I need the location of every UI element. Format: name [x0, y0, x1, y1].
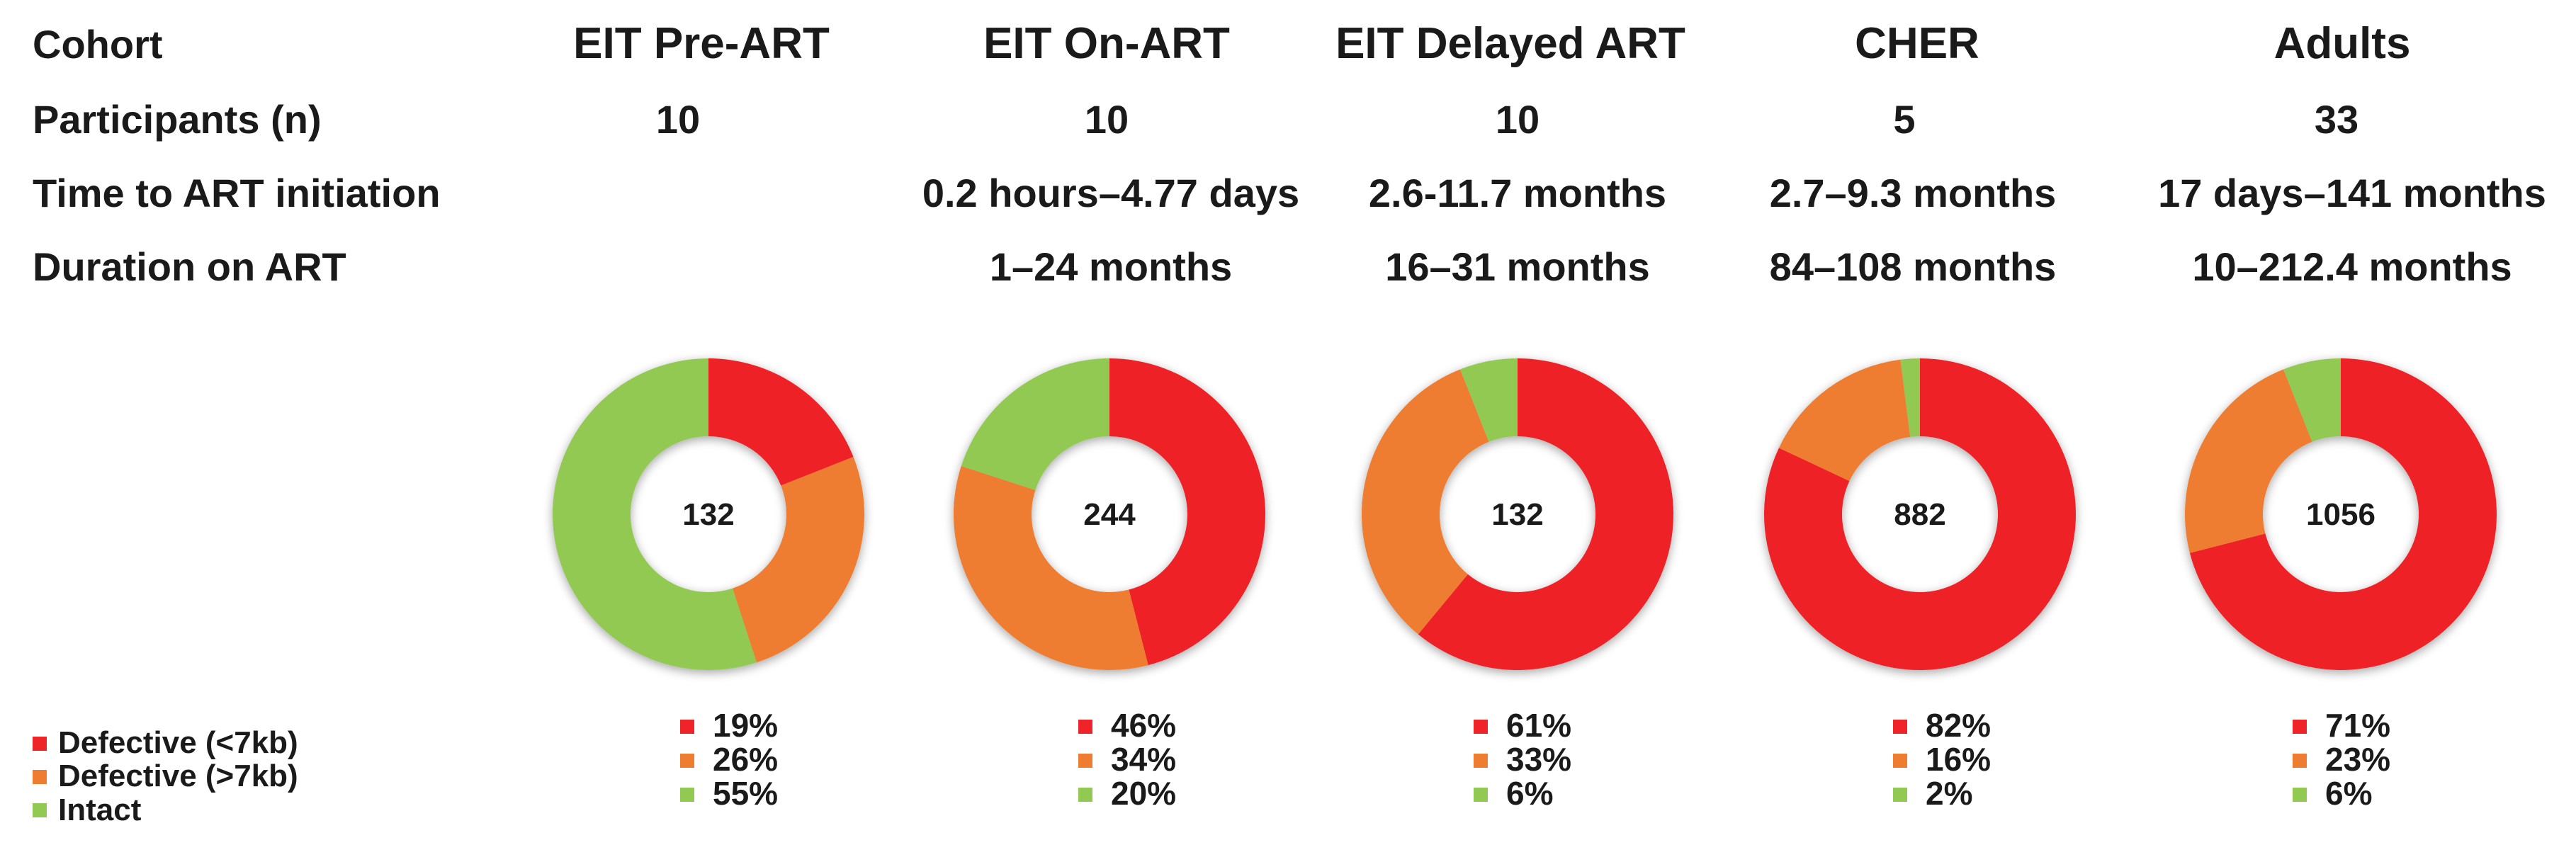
percent-swatch	[1078, 754, 1092, 768]
donut-center-total: 132	[1491, 497, 1543, 532]
percent-swatch	[2293, 788, 2307, 802]
donut-chart	[954, 358, 1266, 670]
donut-slice	[2184, 369, 2312, 553]
donut-slice	[708, 358, 854, 486]
time-to-art-value: 17 days–141 months	[2158, 171, 2546, 215]
percent-swatch	[2293, 720, 2307, 734]
row-label-time-to-art: Time to ART initiation	[33, 171, 441, 215]
legend-swatch	[33, 770, 47, 784]
participants-value: 5	[1893, 97, 1915, 142]
donut-slice	[1418, 358, 1673, 671]
donut-slice	[961, 358, 1109, 491]
donut-chart	[2184, 358, 2497, 670]
percent-swatch	[1078, 788, 1092, 802]
donut-center-total: 1056	[2306, 497, 2376, 532]
legend-swatch	[33, 803, 47, 817]
donut-chart	[552, 358, 864, 670]
percent-label: 19%	[713, 707, 778, 744]
donut-slice	[954, 466, 1148, 670]
percent-swatch	[680, 754, 694, 768]
participants-value: 10	[1085, 97, 1129, 142]
percent-swatch	[1078, 720, 1092, 734]
donut-slice	[1361, 369, 1489, 635]
cohort-header: EIT Delayed ART	[1335, 19, 1685, 68]
donut-slice	[1764, 358, 2076, 670]
donut-slice	[1900, 358, 1920, 437]
donut-center-total: 244	[1083, 497, 1136, 532]
participants-value: 10	[1496, 97, 1540, 142]
donut-slice	[1460, 358, 1518, 442]
percent-label: 20%	[1111, 775, 1176, 812]
percent-swatch	[2293, 754, 2307, 768]
percent-label: 23%	[2325, 741, 2390, 778]
percent-swatch	[1893, 788, 1907, 802]
legend-label: Intact	[58, 793, 142, 827]
percent-swatch	[1474, 754, 1488, 768]
cohort-header: CHER	[1855, 19, 1979, 68]
duration-value: 10–212.4 months	[2192, 244, 2512, 289]
duration-value: 84–108 months	[1770, 244, 2057, 289]
donut-slice	[552, 358, 757, 670]
time-to-art-value: 2.6-11.7 months	[1369, 171, 1666, 215]
percent-label: 71%	[2325, 707, 2390, 744]
percent-label: 26%	[713, 741, 778, 778]
legend-swatch	[33, 737, 47, 751]
time-to-art-value: 0.2 hours–4.77 days	[922, 171, 1299, 215]
donut-slice	[2189, 358, 2497, 670]
donut-center-total: 882	[1894, 497, 1945, 532]
percent-label: 46%	[1111, 707, 1176, 744]
cohort-header: EIT On-ART	[983, 19, 1230, 68]
cohort-header: Adults	[2274, 19, 2411, 68]
donut-center-total: 132	[682, 497, 734, 532]
participants-value: 33	[2315, 97, 2358, 142]
time-to-art-value: 2.7–9.3 months	[1770, 171, 2057, 215]
percent-label: 33%	[1506, 741, 1571, 778]
cohort-header: EIT Pre-ART	[573, 19, 830, 68]
row-label-cohort: Cohort	[33, 22, 163, 67]
percent-label: 82%	[1926, 707, 1991, 744]
donut-slice	[2283, 358, 2341, 442]
percent-label: 61%	[1506, 707, 1571, 744]
donut-slice	[1778, 359, 1911, 482]
percent-swatch	[1893, 720, 1907, 734]
participants-value: 10	[656, 97, 700, 142]
row-label-duration: Duration on ART	[33, 244, 346, 289]
legend-label: Defective (>7kb)	[58, 759, 298, 793]
donut-slice	[732, 457, 864, 663]
percent-label: 55%	[713, 775, 778, 812]
percent-label: 6%	[2325, 775, 2372, 812]
donut-slice	[1109, 358, 1266, 666]
percent-label: 6%	[1506, 775, 1553, 812]
percent-swatch	[680, 720, 694, 734]
percent-swatch	[680, 788, 694, 802]
donut-charts: 13219%26%55%24446%34%20%13261%33%6%88282…	[552, 358, 2497, 812]
percent-swatch	[1474, 788, 1488, 802]
donut-chart	[1764, 358, 2076, 670]
percent-swatch	[1474, 720, 1488, 734]
percent-label: 16%	[1926, 741, 1991, 778]
donut-chart	[1361, 358, 1673, 671]
percent-label: 2%	[1926, 775, 1972, 812]
duration-value: 16–31 months	[1385, 244, 1650, 289]
row-label-participants: Participants (n)	[33, 97, 322, 142]
percent-label: 34%	[1111, 741, 1176, 778]
legend-label: Defective (<7kb)	[58, 725, 298, 760]
duration-value: 1–24 months	[990, 244, 1232, 289]
percent-swatch	[1893, 754, 1907, 768]
